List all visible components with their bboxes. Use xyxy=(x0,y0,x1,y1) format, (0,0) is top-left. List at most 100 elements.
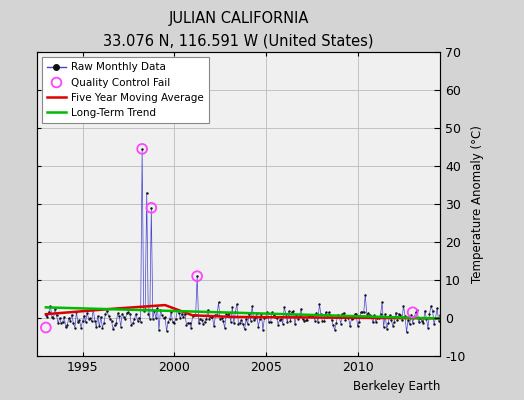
Point xyxy=(190,312,198,318)
Point xyxy=(320,318,328,325)
Point xyxy=(379,324,388,330)
Point xyxy=(253,310,261,316)
Point xyxy=(216,316,224,322)
Point xyxy=(54,320,62,326)
Point xyxy=(188,313,196,320)
Point xyxy=(280,304,288,310)
Point xyxy=(109,326,117,332)
Point xyxy=(182,322,191,328)
Point xyxy=(406,321,414,328)
Point xyxy=(133,318,141,324)
Point xyxy=(433,305,441,311)
Point xyxy=(248,303,256,309)
Point xyxy=(335,314,343,320)
Point xyxy=(359,309,368,316)
Point xyxy=(237,317,246,323)
Point xyxy=(421,307,429,314)
Y-axis label: Temperature Anomaly (°C): Temperature Anomaly (°C) xyxy=(471,125,484,283)
Point xyxy=(170,320,178,326)
Point xyxy=(254,323,263,330)
Point xyxy=(283,319,291,325)
Point xyxy=(198,317,206,323)
Point xyxy=(51,306,59,312)
Point xyxy=(243,321,252,327)
Point xyxy=(141,306,149,312)
Point xyxy=(121,316,129,322)
Text: Berkeley Earth: Berkeley Earth xyxy=(353,380,440,393)
Point xyxy=(161,314,169,321)
Point xyxy=(288,309,296,315)
Point xyxy=(324,309,333,316)
Point xyxy=(272,314,281,321)
Point xyxy=(351,311,359,318)
Point xyxy=(126,311,134,318)
Point xyxy=(138,146,146,152)
Point xyxy=(147,205,156,211)
Point xyxy=(178,310,186,317)
Point xyxy=(43,314,51,320)
Point xyxy=(413,307,421,313)
Point xyxy=(193,273,201,279)
Point xyxy=(156,307,165,314)
Point xyxy=(265,319,273,326)
Point xyxy=(328,317,336,323)
Point xyxy=(375,315,383,321)
Point xyxy=(146,315,154,322)
Point xyxy=(431,314,440,321)
Point xyxy=(202,316,211,322)
Point xyxy=(106,316,114,322)
Point xyxy=(358,309,366,315)
Point xyxy=(444,322,452,328)
Point xyxy=(86,315,94,321)
Point xyxy=(91,318,99,324)
Point xyxy=(219,318,227,324)
Point xyxy=(196,316,204,322)
Point xyxy=(430,321,438,327)
Point xyxy=(408,309,417,316)
Point xyxy=(48,314,56,320)
Point xyxy=(321,309,330,316)
Point xyxy=(311,317,319,324)
Point xyxy=(402,329,411,335)
Point xyxy=(139,308,148,314)
Point xyxy=(281,310,290,317)
Point xyxy=(269,312,278,318)
Point xyxy=(309,312,318,318)
Point xyxy=(166,316,174,322)
Point xyxy=(370,312,379,318)
Point xyxy=(49,315,58,321)
Point xyxy=(294,316,302,322)
Point xyxy=(173,307,181,313)
Point xyxy=(292,312,301,318)
Point xyxy=(123,310,131,316)
Point xyxy=(59,319,67,325)
Point xyxy=(236,320,244,326)
Point xyxy=(92,324,101,330)
Point xyxy=(234,320,243,327)
Point xyxy=(326,312,334,318)
Point xyxy=(364,310,373,316)
Point xyxy=(176,315,184,322)
Point xyxy=(304,313,313,319)
Point xyxy=(224,312,232,318)
Point xyxy=(399,302,408,309)
Point xyxy=(439,323,447,329)
Point xyxy=(376,311,385,318)
Point xyxy=(285,308,293,314)
Point xyxy=(407,312,416,318)
Point xyxy=(289,308,298,314)
Point xyxy=(331,326,339,333)
Point xyxy=(66,318,74,324)
Point xyxy=(230,320,238,326)
Point xyxy=(75,317,84,324)
Point xyxy=(297,306,305,312)
Point xyxy=(231,309,239,315)
Point xyxy=(261,313,270,320)
Point xyxy=(61,324,70,330)
Point xyxy=(300,318,308,324)
Point xyxy=(356,309,365,316)
Point xyxy=(98,324,106,331)
Point xyxy=(228,304,236,310)
Point xyxy=(312,310,321,316)
Point xyxy=(427,303,435,309)
